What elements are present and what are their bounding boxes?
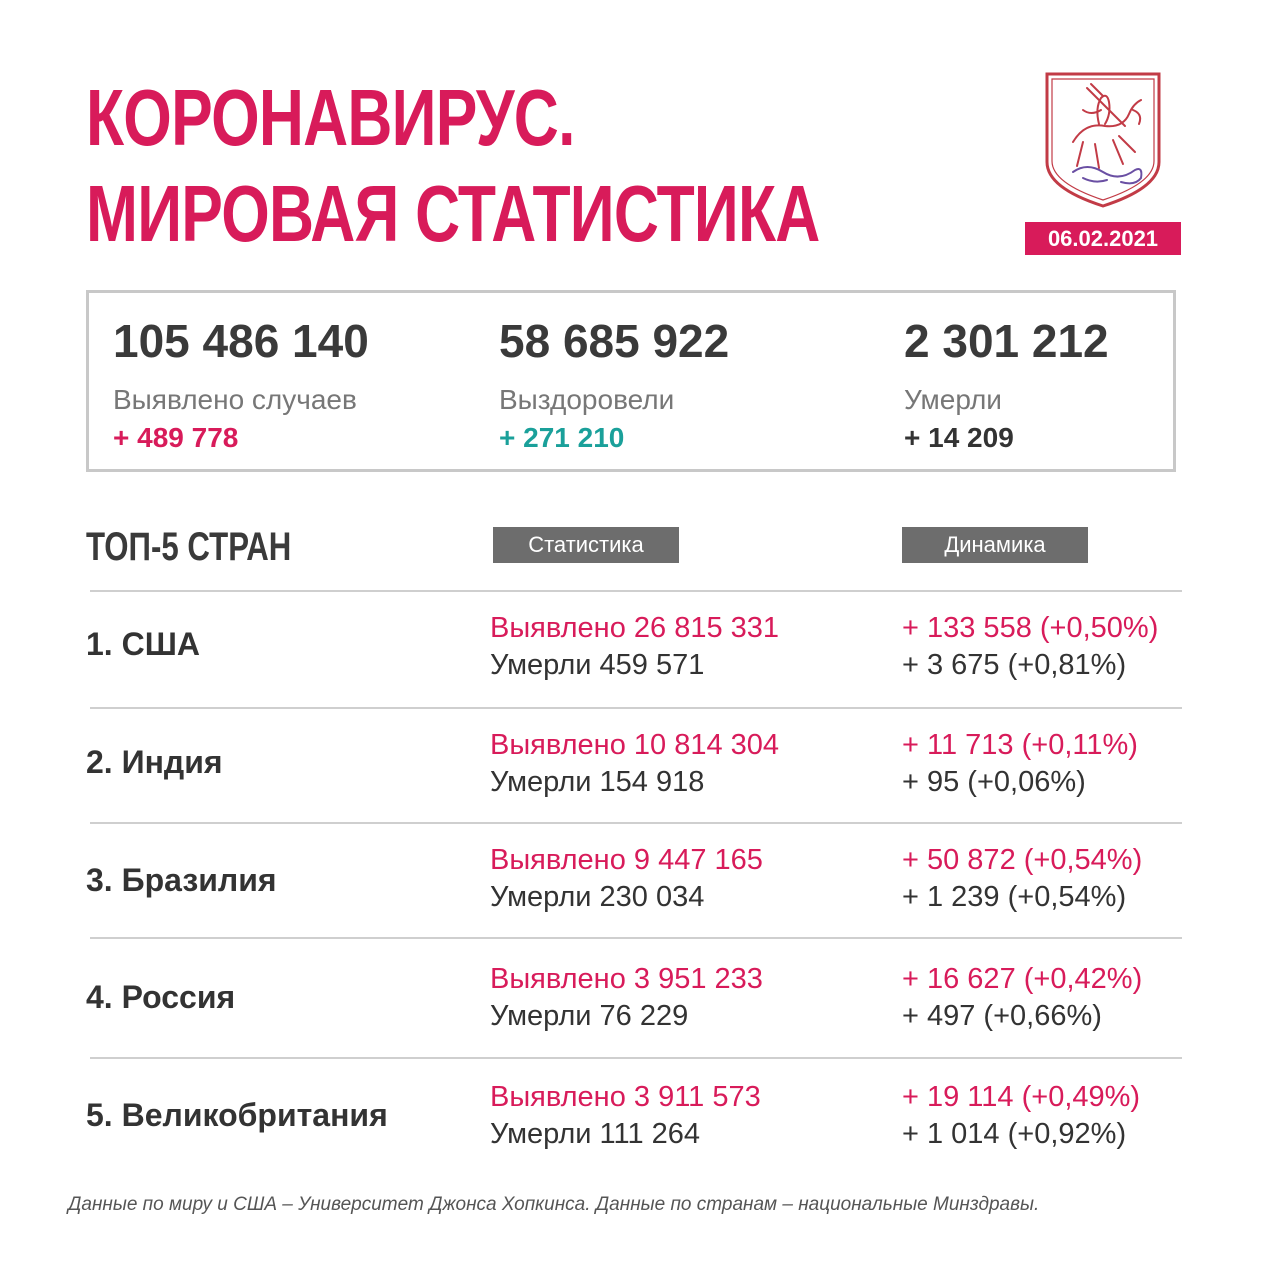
summary-cases: 105 486 140 Выявлено случаев + 489 778	[113, 313, 369, 455]
cases-label: Выявлено случаев	[113, 384, 357, 415]
deaths-delta: + 14 209	[904, 422, 1014, 453]
cases-delta: + 19 114 (+0,49%)	[902, 1081, 1141, 1113]
stats-column-header: Статистика	[493, 527, 679, 563]
footnote: Данные по миру и США – Университет Джонс…	[68, 1194, 1040, 1215]
recovered-label: Выздоровели	[499, 384, 675, 415]
row-divider	[90, 1057, 1182, 1059]
deaths-value: Умерли 154 918	[490, 766, 705, 798]
cases-value: Выявлено 3 911 573	[490, 1081, 761, 1113]
row-divider	[90, 707, 1182, 709]
stats-cell: Выявлено 26 815 331 Умерли 459 571	[490, 610, 779, 684]
deaths-delta: + 1 239 (+0,54%)	[902, 881, 1127, 913]
stats-cell: Выявлено 3 911 573 Умерли 111 264	[490, 1079, 761, 1153]
cases-delta: + 133 558 (+0,50%)	[902, 612, 1159, 644]
cases-delta: + 11 713 (+0,11%)	[902, 729, 1138, 761]
title-line-1: КОРОНАВИРУС.	[86, 73, 575, 162]
deaths-delta: + 497 (+0,66%)	[902, 1000, 1102, 1032]
deaths-value: Умерли 230 034	[490, 881, 705, 913]
dynamics-cell: + 50 872 (+0,54%) + 1 239 (+0,54%)	[902, 842, 1142, 916]
cases-delta: + 489 778	[113, 422, 239, 453]
summary-recovered: 58 685 922 Выздоровели + 271 210	[499, 313, 729, 455]
world-summary-box: 105 486 140 Выявлено случаев + 489 778 5…	[86, 290, 1176, 472]
cases-total: 105 486 140	[113, 315, 369, 367]
deaths-delta: + 1 014 (+0,92%)	[902, 1118, 1127, 1150]
country-name: 2. Индия	[86, 744, 223, 780]
cases-delta: + 50 872 (+0,54%)	[902, 844, 1143, 876]
stats-cell: Выявлено 9 447 165 Умерли 230 034	[490, 842, 763, 916]
dynamics-cell: + 19 114 (+0,49%) + 1 014 (+0,92%)	[902, 1079, 1140, 1153]
cases-value: Выявлено 3 951 233	[490, 963, 763, 995]
moscow-coat-of-arms-icon	[1045, 72, 1161, 208]
cases-delta: + 16 627 (+0,42%)	[902, 963, 1143, 995]
deaths-delta: + 95 (+0,06%)	[902, 766, 1086, 798]
deaths-delta: + 3 675 (+0,81%)	[902, 649, 1127, 681]
page-title: КОРОНАВИРУС. МИРОВАЯ СТАТИСТИКА	[86, 70, 820, 262]
row-divider	[90, 822, 1182, 824]
cases-value: Выявлено 26 815 331	[490, 612, 780, 644]
dynamics-cell: + 16 627 (+0,42%) + 497 (+0,66%)	[902, 961, 1142, 1035]
deaths-value: Умерли 459 571	[490, 649, 705, 681]
top5-title: ТОП-5 СТРАН	[86, 525, 292, 569]
title-line-2: МИРОВАЯ СТАТИСТИКА	[86, 169, 820, 258]
summary-deaths: 2 301 212 Умерли + 14 209	[904, 313, 1109, 455]
country-name: 1. США	[86, 626, 200, 662]
row-divider	[90, 937, 1182, 939]
dynamics-column-header: Динамика	[902, 527, 1088, 563]
recovered-delta: + 271 210	[499, 422, 625, 453]
dynamics-cell: + 133 558 (+0,50%) + 3 675 (+0,81%)	[902, 610, 1158, 684]
dynamics-cell: + 11 713 (+0,11%) + 95 (+0,06%)	[902, 727, 1138, 801]
deaths-label: Умерли	[904, 384, 1002, 415]
country-name: 5. Великобритания	[86, 1097, 388, 1133]
deaths-value: Умерли 111 264	[490, 1118, 701, 1150]
deaths-total: 2 301 212	[904, 315, 1109, 367]
deaths-value: Умерли 76 229	[490, 1000, 689, 1032]
cases-value: Выявлено 9 447 165	[490, 844, 763, 876]
country-name: 4. Россия	[86, 979, 236, 1015]
country-name: 3. Бразилия	[86, 862, 277, 898]
recovered-total: 58 685 922	[499, 315, 730, 367]
stats-cell: Выявлено 10 814 304 Умерли 154 918	[490, 727, 779, 801]
cases-value: Выявлено 10 814 304	[490, 729, 780, 761]
stats-cell: Выявлено 3 951 233 Умерли 76 229	[490, 961, 763, 1035]
date-badge: 06.02.2021	[1025, 222, 1181, 255]
row-divider	[90, 590, 1182, 592]
